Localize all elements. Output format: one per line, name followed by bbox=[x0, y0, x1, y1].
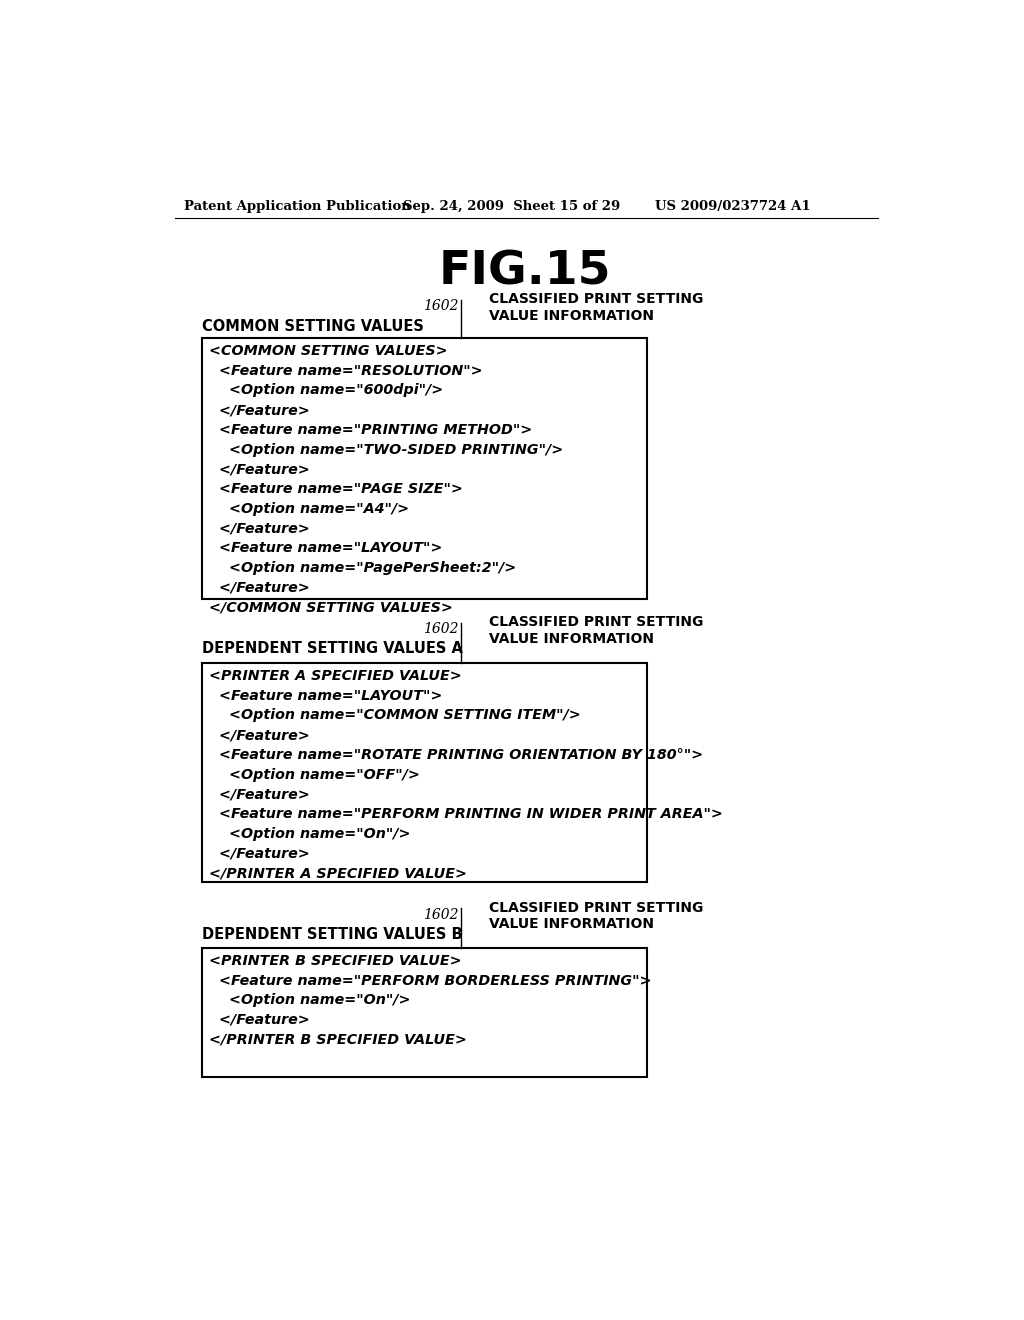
Text: 1602: 1602 bbox=[423, 300, 458, 313]
Text: Sep. 24, 2009  Sheet 15 of 29: Sep. 24, 2009 Sheet 15 of 29 bbox=[403, 199, 621, 213]
Text: DEPENDENT SETTING VALUES B: DEPENDENT SETTING VALUES B bbox=[202, 927, 462, 942]
Text: <PRINTER B SPECIFIED VALUE>
  <Feature name="PERFORM BORDERLESS PRINTING">
    <: <PRINTER B SPECIFIED VALUE> <Feature nam… bbox=[209, 954, 652, 1047]
Text: 1602: 1602 bbox=[423, 908, 458, 921]
Text: CLASSIFIED PRINT SETTING
VALUE INFORMATION: CLASSIFIED PRINT SETTING VALUE INFORMATI… bbox=[489, 900, 703, 932]
Text: <PRINTER A SPECIFIED VALUE>
  <Feature name="LAYOUT">
    <Option name="COMMON S: <PRINTER A SPECIFIED VALUE> <Feature nam… bbox=[209, 669, 723, 880]
Text: Patent Application Publication: Patent Application Publication bbox=[183, 199, 411, 213]
Text: DEPENDENT SETTING VALUES A: DEPENDENT SETTING VALUES A bbox=[202, 642, 463, 656]
Text: COMMON SETTING VALUES: COMMON SETTING VALUES bbox=[202, 318, 424, 334]
Text: 1602: 1602 bbox=[423, 622, 458, 636]
Text: CLASSIFIED PRINT SETTING
VALUE INFORMATION: CLASSIFIED PRINT SETTING VALUE INFORMATI… bbox=[489, 615, 703, 645]
Text: <COMMON SETTING VALUES>
  <Feature name="RESOLUTION">
    <Option name="600dpi"/: <COMMON SETTING VALUES> <Feature name="R… bbox=[209, 345, 563, 614]
Bar bbox=[202, 663, 647, 882]
Bar bbox=[202, 948, 647, 1077]
Text: CLASSIFIED PRINT SETTING
VALUE INFORMATION: CLASSIFIED PRINT SETTING VALUE INFORMATI… bbox=[489, 293, 703, 323]
Text: FIG.15: FIG.15 bbox=[438, 249, 611, 294]
Text: US 2009/0237724 A1: US 2009/0237724 A1 bbox=[655, 199, 811, 213]
Bar bbox=[202, 338, 647, 599]
